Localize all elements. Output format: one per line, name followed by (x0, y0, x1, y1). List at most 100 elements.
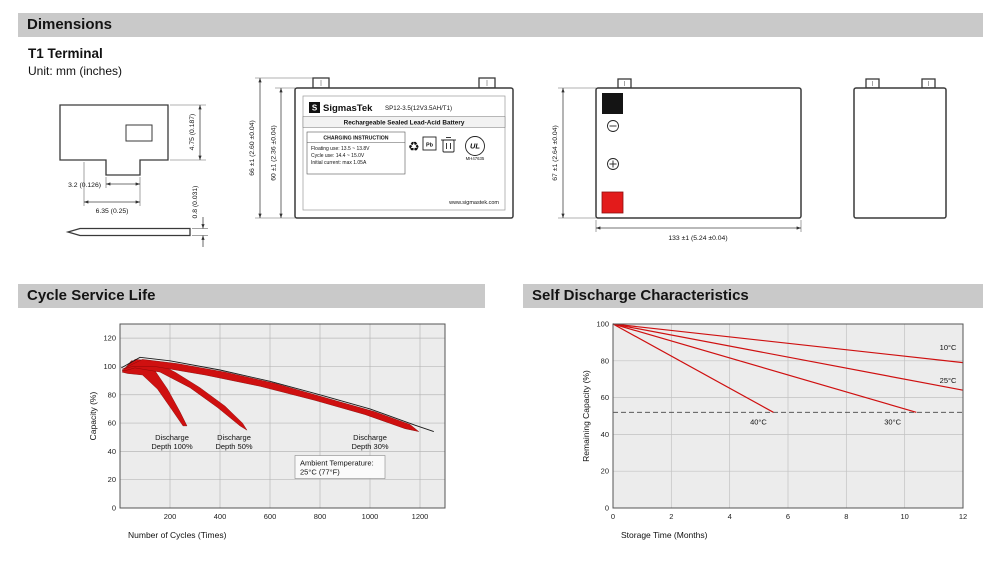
brand-name: SigmasTek (323, 103, 373, 114)
x-tick-label: 1000 (362, 512, 379, 521)
charging-instruction-box: CHARGING INSTRUCTION Floating use: 13.5 … (306, 131, 406, 175)
chart-annotation: Discharge Depth 50% (215, 433, 252, 451)
x-tick-label: 600 (264, 512, 277, 521)
chart-annotation: Discharge Depth 30% (351, 433, 388, 451)
side-dim-67: 67 ±1 (2.64 ±0.04) (552, 87, 596, 219)
front-dim-60: 60 ±1 (2.36 ±0.04) (271, 87, 295, 218)
dim-6-35: 6.35 (0.25) (83, 162, 141, 215)
negative-terminal-block (602, 93, 623, 114)
cycle-service-life-header: Cycle Service Life (18, 284, 485, 308)
temperature-line (612, 323, 917, 413)
terminal-blade-shape (65, 227, 191, 237)
plot-area (120, 324, 445, 508)
chart-annotation: 30°C (884, 417, 901, 426)
dim-text-66: 66 ±1 (2.60 ±0.04) (249, 120, 256, 175)
x-axis-label: Number of Cycles (Times) (128, 530, 227, 540)
positive-symbol-icon (607, 158, 619, 170)
dim-text-67: 67 ±1 (2.64 ±0.04) (552, 125, 559, 180)
unit-note: Unit: mm (inches) (28, 64, 123, 78)
trash-bin-icon (441, 137, 456, 153)
terminal-type-title: T1 Terminal (28, 46, 103, 61)
front-dim-66: 66 ±1 (2.60 ±0.04) (249, 77, 313, 219)
dim-3-2: 3.2 (0.126) (68, 177, 141, 189)
dim-text-0-8: 0.8 (0.031) (192, 186, 199, 219)
x-tick-label: 2 (669, 512, 673, 521)
self-discharge-header: Self Discharge Characteristics (523, 284, 983, 308)
t1-terminal-drawing: 4.75 (0.187) 3.2 (0.126) 6.35 (0.25) 0.8… (59, 104, 208, 247)
battery-end-view (853, 78, 947, 219)
dim-text-6-35: 6.35 (0.25) (96, 208, 129, 215)
x-tick-label: 800 (314, 512, 327, 521)
battery-front-view: 66 ±1 (2.60 ±0.04) 60 ±1 (2.36 ±0.04) S … (249, 77, 514, 219)
x-axis-label: Storage Time (Months) (621, 530, 708, 540)
y-tick-label: 60 (108, 419, 116, 428)
dim-0-8: 0.8 (0.031) (192, 186, 208, 247)
temperature-line (612, 323, 964, 391)
x-tick-label: 1200 (412, 512, 429, 521)
y-axis-label: Remaining Capacity (%) (581, 370, 591, 462)
plot-border (119, 323, 446, 509)
temperature-line (612, 323, 774, 413)
end-case (853, 78, 947, 219)
y-tick-label: 100 (103, 362, 116, 371)
x-tick-label: 8 (844, 512, 848, 521)
dim-text-60: 60 ±1 (2.36 ±0.04) (271, 125, 278, 180)
battery-label: S SigmasTek SP12-3.5(12V3.5AH/T1) Rechar… (302, 95, 506, 211)
chart-annotation: Discharge Depth 100% (151, 433, 193, 451)
y-tick-label: 60 (601, 393, 609, 402)
x-tick-label: 12 (959, 512, 967, 521)
envelope-curve (121, 356, 434, 433)
ul-mark-icon: UL (465, 136, 485, 156)
svg-text:UL: UL (470, 142, 480, 151)
dim-text-133: 133 ±1 (5.24 ±0.04) (668, 235, 727, 242)
chart-annotation: 40°C (750, 417, 767, 426)
ul-code: MH47635 (466, 156, 485, 161)
y-tick-label: 20 (601, 467, 609, 476)
y-axis-label: Capacity (%) (88, 392, 98, 441)
dimensions-section-header: Dimensions (18, 13, 983, 37)
x-tick-label: 6 (786, 512, 790, 521)
website: www.sigmastek.com (448, 200, 499, 206)
y-tick-label: 20 (108, 475, 116, 484)
y-tick-label: 40 (601, 430, 609, 439)
battery-side-view: 67 ±1 (2.64 ±0.04) 133 ±1 (5.24 ±0.04) (552, 78, 802, 242)
battery-type: Rechargeable Sealed Lead-Acid Battery (344, 120, 465, 127)
dim-text-3-2: 3.2 (0.126) (68, 182, 101, 189)
y-tick-label: 100 (596, 320, 609, 329)
negative-symbol-icon (607, 120, 619, 132)
charging-line-3: Initial current: max 1.05A (311, 160, 367, 166)
positive-terminal-block (601, 191, 624, 214)
y-tick-label: 40 (108, 447, 116, 456)
svg-text:Pb: Pb (426, 143, 434, 149)
terminal-profile-shape (59, 104, 169, 176)
plot-border (612, 323, 964, 509)
recycle-icon: ♻ (408, 139, 420, 154)
dim-text-4-75: 4.75 (0.187) (189, 114, 196, 151)
side-case (595, 78, 802, 219)
chart-annotation: 25°C (940, 376, 957, 385)
chart-annotation: 10°C (940, 343, 957, 352)
brand-logo-icon (309, 102, 320, 113)
pb-icon: Pb (422, 136, 437, 151)
chart-annotation: Ambient Temperature: 25°C (77°F) (300, 459, 374, 477)
x-tick-label: 4 (728, 512, 732, 521)
cycle-service-life-chart: 200 400 600 800 1000 1200 0 20 40 60 80 100 120 Disch… (88, 323, 446, 540)
x-tick-label: 400 (214, 512, 227, 521)
charging-line-1: Floating use: 13.5 ~ 13.8V (311, 146, 370, 152)
annotation-box (294, 455, 386, 479)
charging-line-2: Cycle use: 14.4 ~ 15.0V (311, 153, 365, 159)
x-tick-label: 10 (900, 512, 908, 521)
dim-4-75: 4.75 (0.187) (170, 104, 206, 161)
logo-letter: S (312, 104, 318, 113)
temperature-line (612, 323, 964, 364)
y-tick-label: 120 (103, 334, 116, 343)
side-dim-133: 133 ±1 (5.24 ±0.04) (595, 220, 802, 242)
model-number: SP12-3.5(12V3.5AH/T1) (385, 105, 452, 112)
charging-title: CHARGING INSTRUCTION (323, 136, 388, 142)
y-tick-label: 80 (601, 356, 609, 365)
y-tick-label: 0 (605, 504, 609, 513)
y-tick-label: 80 (108, 390, 116, 399)
x-tick-label: 200 (164, 512, 177, 521)
y-tick-label: 0 (112, 504, 116, 513)
